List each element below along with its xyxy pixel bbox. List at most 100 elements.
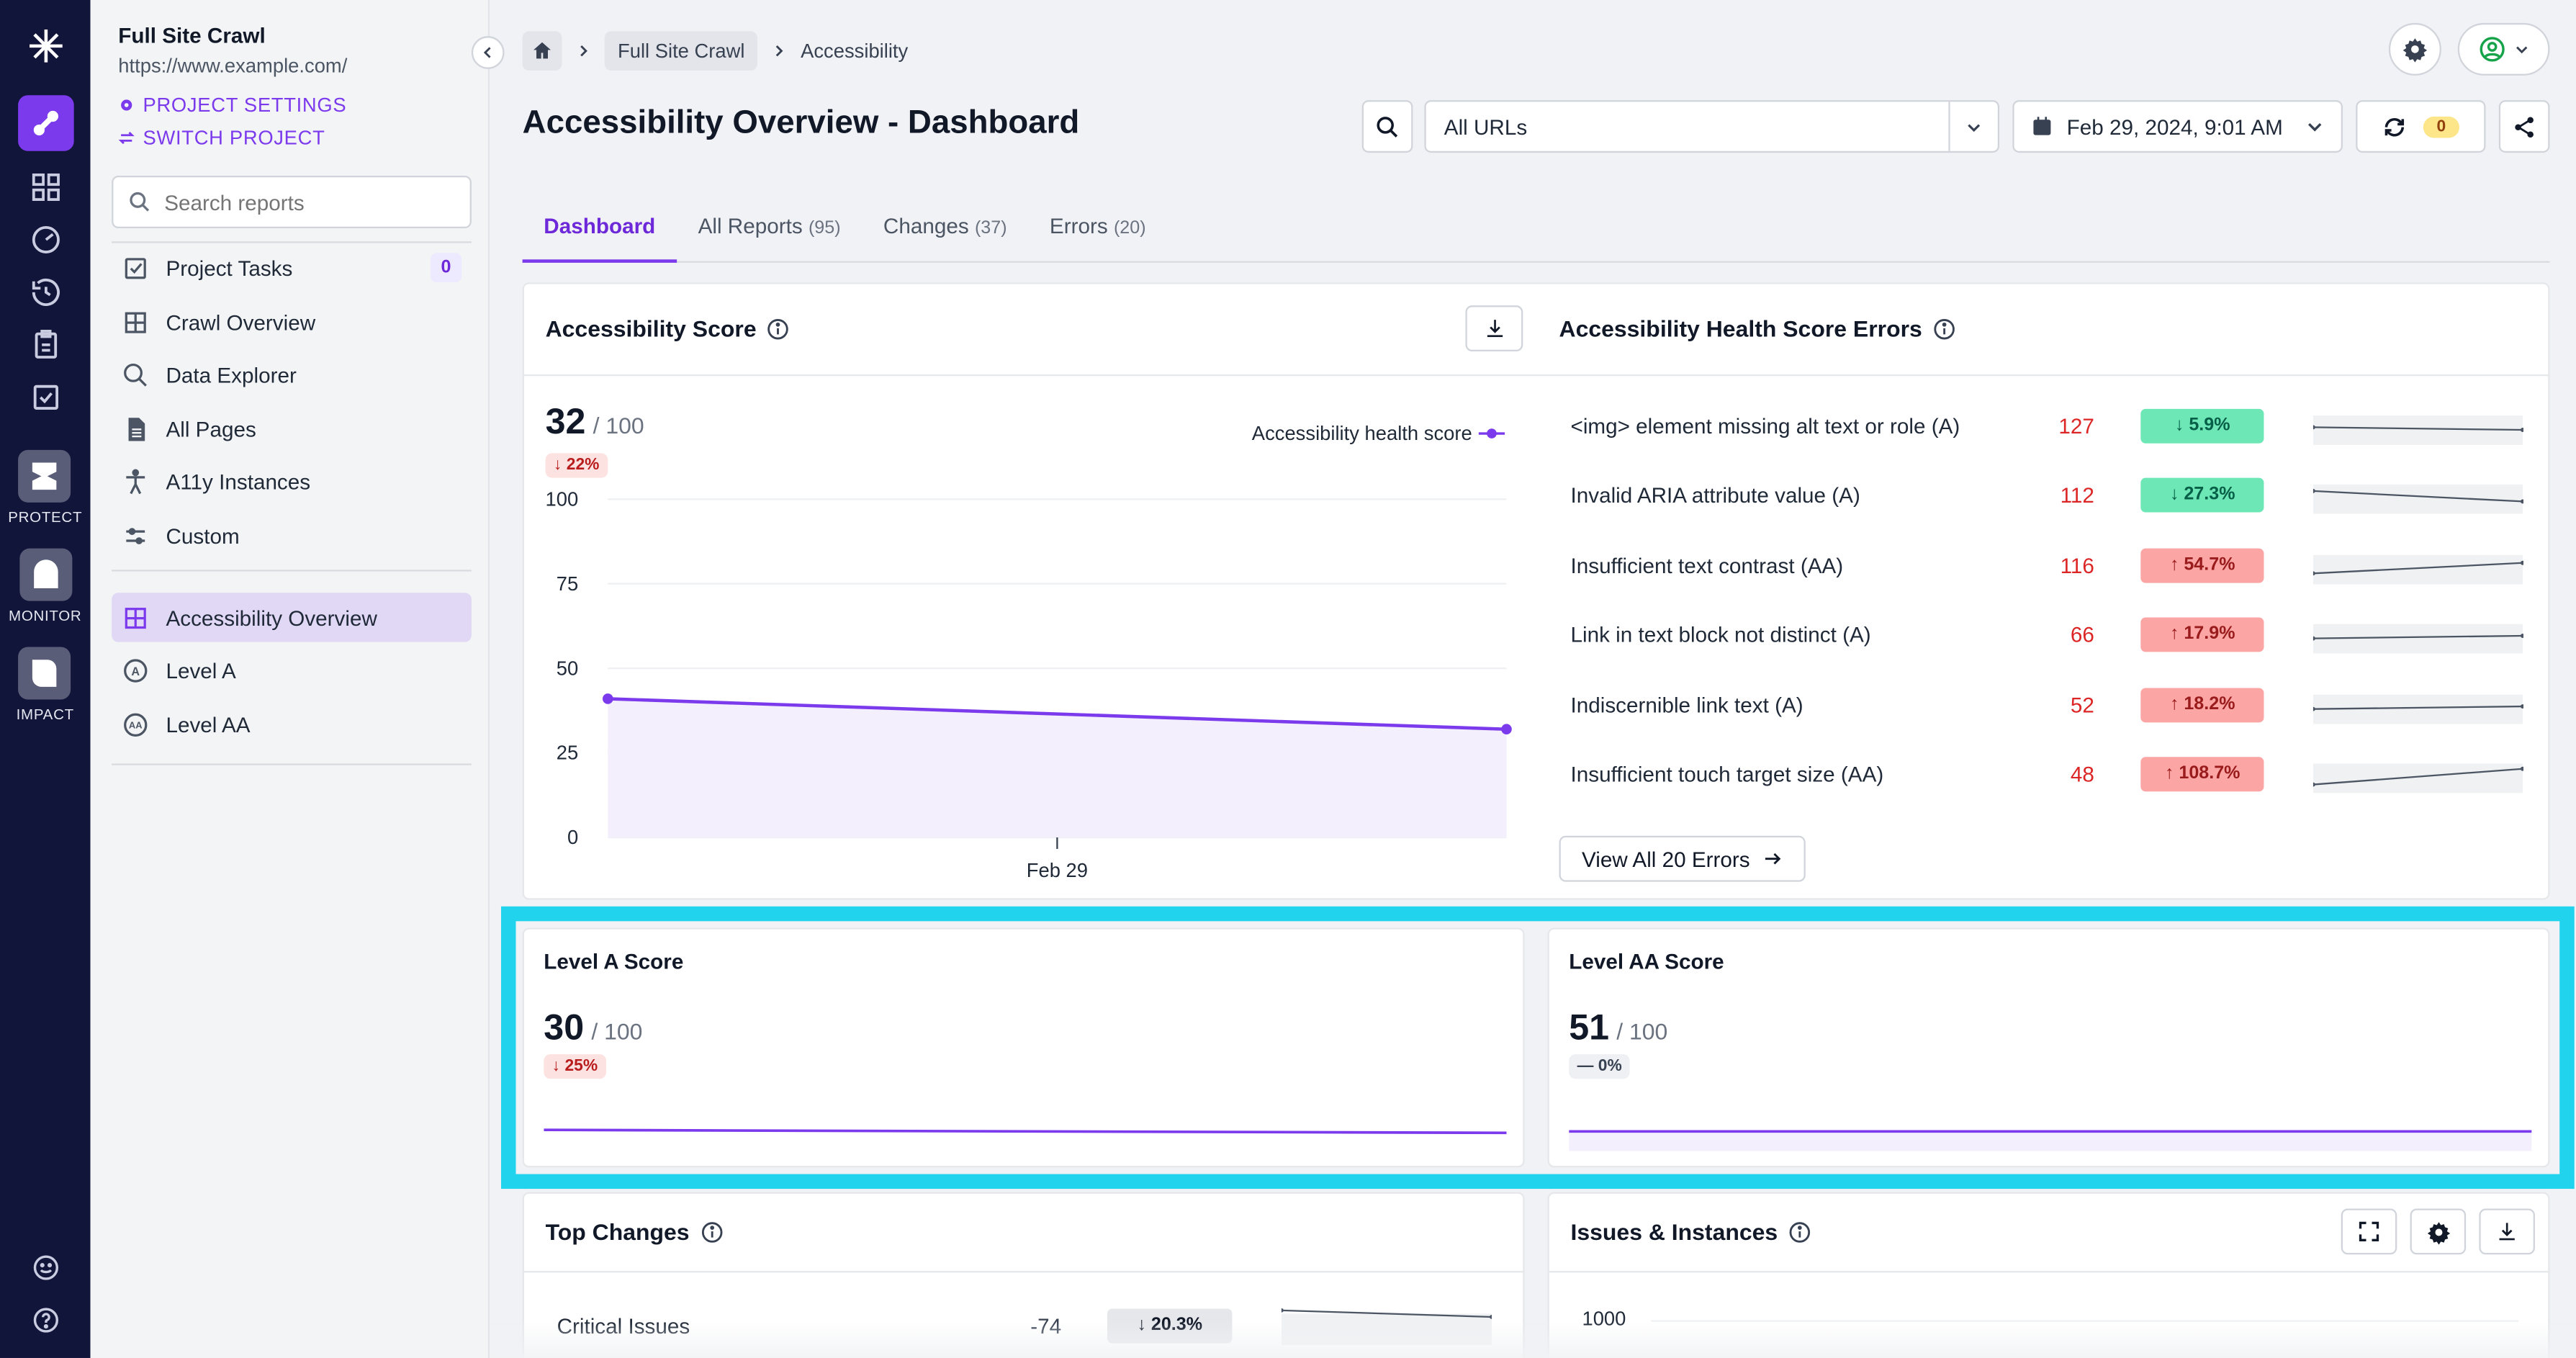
sidebar-item-a11y-instances[interactable]: A11y Instances <box>112 457 472 505</box>
sidebar-item-level-a[interactable]: A Level A <box>112 645 472 694</box>
tab-dashboard[interactable]: Dashboard <box>522 210 677 263</box>
info-icon[interactable] <box>1788 1219 1812 1244</box>
sidebar-item-label: Level A <box>166 657 236 683</box>
url-search-button[interactable] <box>1361 100 1413 153</box>
error-row[interactable]: Insufficient touch target size (AA) 48 ↑ 1… <box>1570 754 2523 793</box>
error-row[interactable]: Link in text block not distinct (A) 66 ↑ 1… <box>1570 614 2523 654</box>
info-icon[interactable] <box>766 316 791 341</box>
divider <box>112 763 472 765</box>
tab-errors[interactable]: Errors (20) <box>1028 210 1167 263</box>
task-count-badge: 0 <box>430 253 462 283</box>
error-count: 48 <box>2070 761 2094 786</box>
sidebar-item-label: A11y Instances <box>166 469 311 494</box>
error-change-badge: ↑ 18.2% <box>2140 687 2265 722</box>
sidebar-item-custom[interactable]: Custom <box>112 511 472 559</box>
fullscreen-button[interactable] <box>2341 1208 2397 1255</box>
error-count: 52 <box>2070 692 2094 717</box>
info-icon[interactable] <box>1932 316 1957 341</box>
app-rail: PROTECT MONITOR IMPACT <box>0 0 91 1358</box>
chart-settings-button[interactable] <box>2410 1208 2467 1255</box>
top-changes-header: Top Changes <box>546 1218 724 1245</box>
product-impact[interactable]: IMPACT <box>17 647 74 722</box>
error-row[interactable]: Insufficient text contrast (AA) 116 ↑ 54.7… <box>1570 545 2523 585</box>
download-button[interactable] <box>1465 305 1523 352</box>
history-icon[interactable] <box>29 276 62 309</box>
gear-icon <box>2426 1221 2450 1244</box>
collapse-sidebar-button[interactable] <box>471 36 505 69</box>
y-tick-label: 0 <box>567 826 578 848</box>
download-icon <box>1486 320 1503 338</box>
home-button[interactable] <box>522 31 562 71</box>
chevron-right-icon <box>580 45 587 57</box>
score-denominator: / 100 <box>1616 1017 1668 1045</box>
sidebar-item-crawl-overview[interactable]: Crawl Overview <box>112 297 472 346</box>
card-title: Level A Score <box>544 949 684 974</box>
error-name: <img> element missing alt text or role (… <box>1570 413 1960 438</box>
divider <box>523 374 1536 377</box>
sidebar-item-project-tasks[interactable]: Project Tasks 0 <box>112 243 472 292</box>
tab-count: (37) <box>974 218 1007 238</box>
sparkline-point <box>2314 706 2316 711</box>
smiley-icon[interactable] <box>30 1253 60 1282</box>
error-change-badge: ↓ 27.3% <box>2140 477 2265 512</box>
date-picker[interactable]: Feb 29, 2024, 9:01 AM <box>2012 100 2343 153</box>
settings-button[interactable] <box>2388 22 2441 76</box>
checklist-icon[interactable] <box>29 381 62 414</box>
breadcrumb-item[interactable]: Full Site Crawl <box>604 31 758 71</box>
level-a-score-card: Level A Score 30 / 100 ↓ 25% <box>522 927 1525 1168</box>
app-logo-icon[interactable] <box>25 26 65 66</box>
error-name: Invalid ARIA attribute value (A) <box>1570 482 1860 507</box>
error-name: Link in text block not distinct (A) <box>1570 621 1871 647</box>
x-tick-label: Feb 29 <box>1027 859 1088 881</box>
error-count: 112 <box>2060 482 2094 507</box>
product-monitor[interactable]: MONITOR <box>9 548 82 624</box>
error-row[interactable]: <img> element missing alt text or role (… <box>1570 405 2523 445</box>
clipboard-icon[interactable] <box>29 328 62 361</box>
score-point <box>1501 724 1512 735</box>
tab-changes[interactable]: Changes (37) <box>862 210 1028 263</box>
error-sparkline <box>2314 484 2523 514</box>
level-aa-score-value: 51 / 100 <box>1569 1007 1667 1049</box>
tab-label: Errors <box>1049 213 1108 238</box>
level-a-glyph: A <box>131 665 140 678</box>
project-settings-link[interactable]: PROJECT SETTINGS <box>118 94 346 117</box>
tab-all-reports[interactable]: All Reports (95) <box>677 210 862 263</box>
score-number: 51 <box>1569 1006 1610 1048</box>
switch-project-link[interactable]: SWITCH PROJECT <box>118 127 325 150</box>
sync-button[interactable]: 0 <box>2356 100 2486 153</box>
sidebar-item-data-explorer[interactable]: Data Explorer <box>112 350 472 399</box>
sparkline-point <box>2521 499 2523 504</box>
score-change-badge: — 0% <box>1569 1054 1631 1079</box>
help-icon[interactable] <box>30 1305 60 1335</box>
error-row[interactable]: Indiscernible link text (A) 52 ↑ 18.2% <box>1570 685 2523 724</box>
sidebar-item-label: Custom <box>166 523 240 548</box>
arrow-right-icon <box>1765 853 1781 865</box>
dashboard-grid-icon[interactable] <box>29 171 62 204</box>
error-sparkline <box>2314 554 2523 585</box>
health-errors-header: Accessibility Health Score Errors <box>1559 315 1957 341</box>
chevron-down-icon <box>1968 123 1981 131</box>
sidebar-item-all-pages[interactable]: All Pages <box>112 404 472 453</box>
search-input[interactable] <box>164 189 460 215</box>
view-all-errors-button[interactable]: View All 20 Errors <box>1559 835 1806 882</box>
url-filter-select[interactable]: All URLs <box>1424 100 2000 153</box>
sidebar: Full Site Crawl https://www.example.com/… <box>90 0 490 1358</box>
product-protect[interactable]: PROTECT <box>8 449 82 526</box>
error-row[interactable]: Invalid ARIA attribute value (A) 112 ↓ 27.… <box>1570 475 2523 514</box>
sidebar-item-accessibility-overview[interactable]: Accessibility Overview <box>112 593 472 642</box>
crawl-app-icon[interactable] <box>17 95 73 151</box>
score-number: 30 <box>544 1006 585 1048</box>
download-button[interactable] <box>2479 1208 2535 1255</box>
info-icon[interactable] <box>699 1219 724 1244</box>
share-button[interactable] <box>2498 100 2550 153</box>
tasks-icon <box>125 257 146 279</box>
project-settings-label: PROJECT SETTINGS <box>143 93 347 117</box>
accessibility-icon <box>126 468 145 494</box>
score-line <box>608 697 1507 732</box>
product-label: MONITOR <box>9 607 82 624</box>
report-search[interactable] <box>112 176 472 228</box>
user-menu-button[interactable] <box>2457 22 2550 76</box>
gauge-icon[interactable] <box>29 223 62 256</box>
sidebar-item-level-aa[interactable]: AA Level AA <box>112 699 472 748</box>
error-name: Insufficient touch target size (AA) <box>1570 761 1884 786</box>
